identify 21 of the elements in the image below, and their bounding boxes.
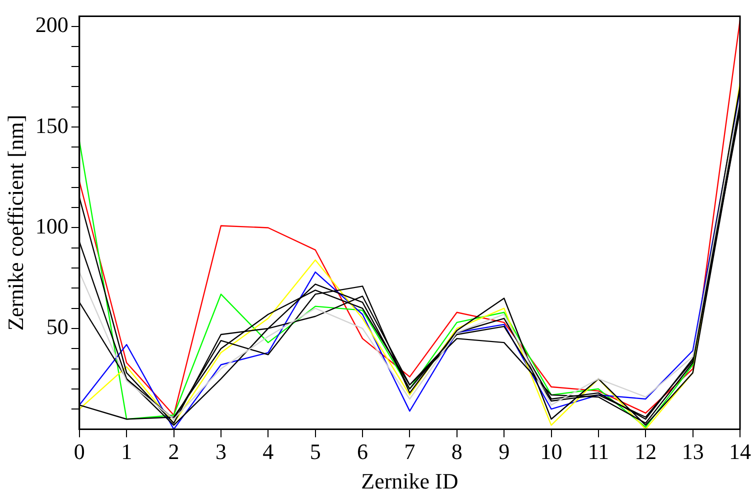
x-axis-title: Zernike ID (361, 468, 458, 494)
x-tick-label: 0 (74, 439, 85, 464)
x-tick-label: 12 (634, 439, 657, 464)
y-tick-label: 150 (35, 112, 68, 138)
x-tick-label: 9 (498, 439, 510, 464)
x-tick-label: 2 (168, 439, 180, 464)
y-tick-label: 100 (35, 214, 68, 239)
y-axis-title: Zernike coefficient [nm] (2, 114, 28, 331)
y-tick-label: 200 (35, 12, 68, 38)
x-tick-label: 8 (451, 439, 462, 464)
x-tick-label: 14 (729, 439, 751, 464)
x-tick-label: 5 (310, 439, 321, 464)
x-tick-label: 3 (215, 439, 226, 464)
x-tick-label: 1 (121, 439, 132, 464)
x-tick-label: 10 (540, 439, 562, 464)
x-tick-label: 11 (588, 439, 610, 464)
y-tick-label: 50 (46, 314, 68, 340)
x-tick-label: 4 (262, 439, 274, 464)
x-tick-label: 6 (357, 439, 368, 464)
x-tick-label: 7 (404, 439, 416, 464)
x-tick-label: 13 (682, 439, 704, 464)
